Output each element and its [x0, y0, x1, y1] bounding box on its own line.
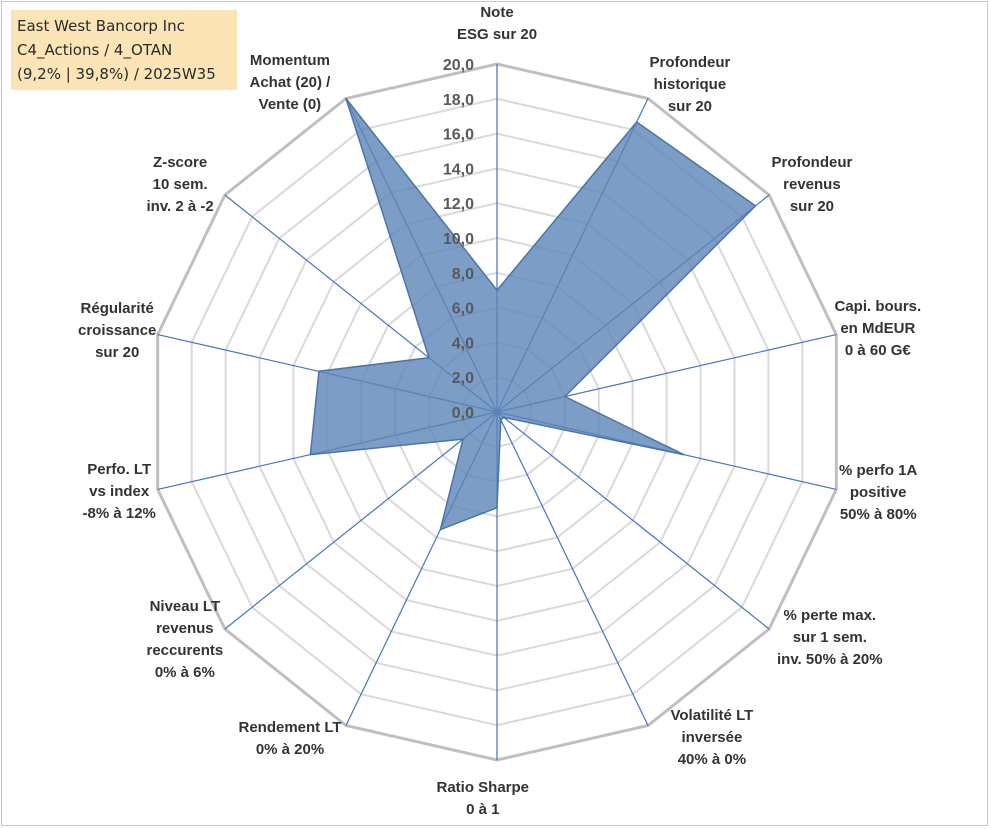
category-label-line: 40% à 0%	[677, 751, 747, 768]
data-point	[496, 506, 499, 509]
data-point	[309, 453, 312, 456]
category-label-line: vs index	[89, 483, 150, 500]
tick-label: 8,0	[452, 266, 474, 283]
tick-label: 14,0	[443, 161, 474, 178]
tick-label: 12,0	[443, 196, 474, 213]
category-label: Profondeur revenus sur 20	[772, 152, 853, 218]
category-label-line: Note	[480, 4, 514, 21]
category-label: % perfo 1A positive 50% à 80%	[839, 460, 917, 526]
axis-spoke	[496, 411, 770, 630]
category-label: Profondeur historique sur 20	[650, 52, 731, 118]
category-label-line: en MdEUR	[840, 320, 916, 337]
category-label-line: Z-score	[153, 154, 208, 171]
category-label-line: 0% à 20%	[255, 741, 325, 758]
category-label-line: positive	[849, 484, 907, 501]
data-point	[439, 528, 442, 531]
data-point	[502, 416, 505, 419]
category-label-line: reccurents	[146, 642, 224, 659]
data-point	[682, 453, 685, 456]
data-point	[563, 395, 566, 398]
data-point	[462, 438, 465, 441]
series-area	[309, 97, 757, 531]
data-point	[635, 121, 638, 124]
axis-spoke	[224, 411, 498, 630]
category-label-line: 0 à 60 G€	[844, 342, 911, 359]
category-label-line: Momentum	[249, 52, 330, 69]
category-label-line: Perfo. LT	[87, 461, 152, 478]
tick-label: 6,0	[452, 301, 474, 318]
series-layer	[309, 97, 757, 531]
category-label-line: revenus	[156, 620, 214, 637]
category-label-line: 0 à 1	[466, 801, 500, 818]
category-label-line: sur 1 sem.	[792, 629, 867, 646]
category-label: Note ESG sur 20	[457, 2, 537, 46]
tick-label: 4,0	[452, 335, 474, 352]
tick-label: 16,0	[443, 127, 474, 144]
category-label-line: inv. 50% à 20%	[777, 651, 883, 668]
category-label-line: revenus	[783, 176, 841, 193]
category-label-line: inversée	[681, 729, 743, 746]
data-point	[496, 289, 499, 292]
tick-label: 0,0	[452, 405, 474, 422]
data-point	[428, 356, 431, 359]
tick-label: 10,0	[443, 231, 474, 248]
category-label-line: Rendement LT	[238, 719, 342, 736]
category-label-line: 50% à 80%	[839, 506, 917, 523]
category-label-line: Capi. bours.	[834, 298, 922, 315]
category-label-line: % perte max.	[783, 607, 877, 624]
category-label: Niveau LT revenus reccurents 0% à 6%	[147, 596, 224, 684]
category-label-line: sur 20	[667, 98, 713, 115]
data-point	[317, 370, 320, 373]
category-label: Rendement LT 0% à 20%	[239, 717, 342, 761]
category-label: Z-score 10 sem. inv. 2 à -2	[147, 152, 214, 218]
category-label-line: Niveau LT	[149, 598, 221, 615]
axis-spoke	[496, 411, 649, 726]
category-label-line: 10 sem.	[152, 176, 208, 193]
category-label-line: 0% à 6%	[154, 664, 215, 681]
tick-label: 18,0	[443, 92, 474, 109]
category-label-line: Profondeur	[771, 154, 853, 171]
category-label-line: inv. 2 à -2	[146, 198, 214, 215]
category-label: % perte max. sur 1 sem. inv. 50% à 20%	[777, 605, 883, 671]
info-box: East West Bancorp Inc C4_Actions / 4_OTA…	[11, 10, 237, 90]
category-label-line: Volatilité LT	[670, 707, 754, 724]
category-label: Régularité croissance sur 20	[78, 298, 156, 364]
category-label-line: Achat (20) /	[249, 74, 331, 91]
score-summary: (9,2% | 39,8%) / 2025W35	[17, 65, 216, 83]
category-label-line: historique	[653, 76, 727, 93]
category-label-line: ESG sur 20	[457, 26, 538, 43]
category-label: Momentum Achat (20) / Vente (0)	[250, 50, 331, 116]
category-label-line: Profondeur	[649, 54, 731, 71]
category-label-line: Régularité	[80, 300, 154, 317]
category-label: Capi. bours. en MdEUR 0 à 60 G€	[835, 296, 922, 362]
category-label-line: croissance	[78, 322, 157, 339]
category-label-line: % perfo 1A	[839, 462, 918, 479]
data-point	[754, 204, 757, 207]
category-label-line: Ratio Sharpe	[436, 779, 530, 796]
company-name: East West Bancorp Inc	[17, 17, 185, 35]
category-label-line: sur 20	[789, 198, 835, 215]
category-label: Ratio Sharpe 0 à 1	[437, 777, 530, 821]
tick-labels: 0,0 2,0 4,0 6,0 8,0 10,0 12,0 14,0 16,0 18,0 20,0	[443, 57, 474, 422]
category-label-line: sur 20	[95, 344, 140, 361]
tick-label: 2,0	[452, 370, 474, 387]
category-label: Perfo. LT vs index -8% à 12%	[83, 459, 156, 525]
tick-label: 20,0	[443, 57, 474, 74]
data-point	[345, 97, 348, 100]
category-label-line: Vente (0)	[258, 96, 322, 113]
category-label-line: -8% à 12%	[82, 505, 156, 522]
data-point	[499, 418, 502, 421]
category-label: Volatilité LT inversée 40% à 0%	[671, 705, 754, 771]
category-path: C4_Actions / 4_OTAN	[17, 41, 173, 59]
